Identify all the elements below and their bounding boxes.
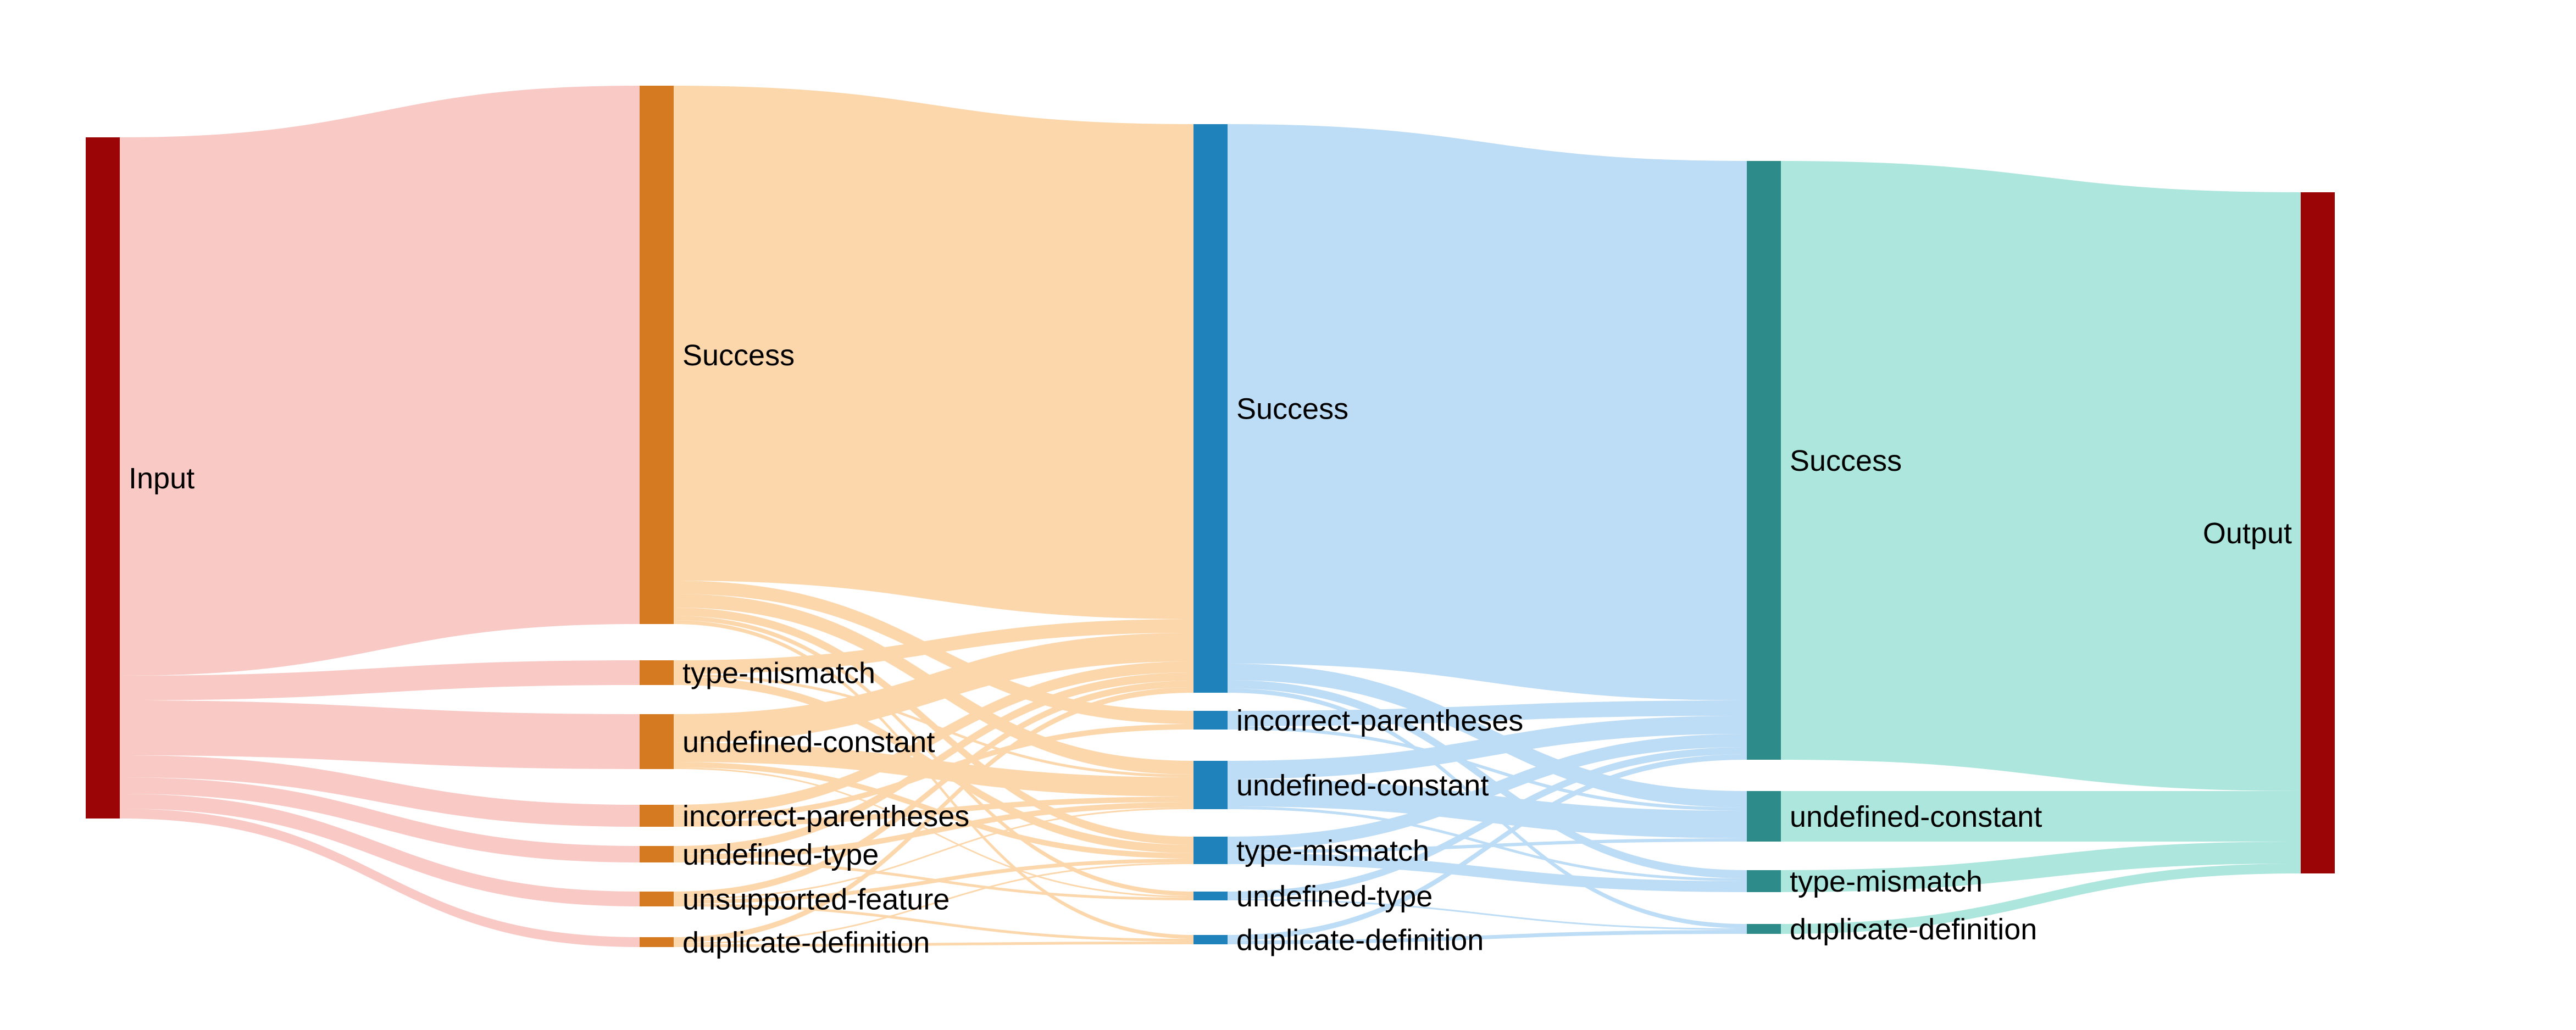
node-output[interactable] <box>2301 192 2335 873</box>
node-dd3[interactable] <box>1747 924 1781 934</box>
link-ip2-s3[interactable] <box>1228 700 1747 726</box>
link-s2-s3[interactable] <box>1228 124 1747 700</box>
node-label-ut1: undefined-type <box>682 838 879 871</box>
link-ip1-uc2[interactable] <box>674 797 1193 827</box>
node-dd2[interactable] <box>1193 935 1228 944</box>
link-input-s1[interactable] <box>120 86 640 676</box>
sankey-links <box>120 86 2301 947</box>
node-s3[interactable] <box>1747 161 1781 760</box>
node-label-tm2: type-mismatch <box>1236 834 1429 867</box>
node-label-s2: Success <box>1236 392 1348 425</box>
link-tm2-uc3[interactable] <box>1228 838 1747 853</box>
node-s2[interactable] <box>1193 124 1228 693</box>
node-uc2[interactable] <box>1193 761 1228 809</box>
node-label-uc2: undefined-constant <box>1236 769 1489 802</box>
node-label-s3: Success <box>1790 444 1902 477</box>
node-input[interactable] <box>86 137 120 819</box>
node-label-dd1: duplicate-definition <box>682 926 930 959</box>
link-s2-uc3[interactable] <box>1228 664 1747 808</box>
node-label-dd3: duplicate-definition <box>1790 913 2037 946</box>
node-ut2[interactable] <box>1193 892 1228 900</box>
link-tm2-s3[interactable] <box>1228 734 1747 850</box>
link-tm2-tm3[interactable] <box>1228 853 1747 892</box>
link-s2-tm3[interactable] <box>1228 680 1747 878</box>
link-ut1-uc2[interactable] <box>674 802 1193 860</box>
node-uf1[interactable] <box>640 892 674 906</box>
link-s1-s2[interactable] <box>674 86 1193 619</box>
link-s1-ip2[interactable] <box>674 581 1193 724</box>
node-uc3[interactable] <box>1747 791 1781 842</box>
node-ut1[interactable] <box>640 846 674 862</box>
node-label-uc1: undefined-constant <box>682 726 935 759</box>
link-uc1-uc2[interactable] <box>674 743 1193 797</box>
link-dd2-dd3[interactable] <box>1228 930 1747 944</box>
node-tm3[interactable] <box>1747 870 1781 892</box>
link-input-uc1[interactable] <box>120 700 640 769</box>
link-ut1-s2[interactable] <box>674 672 1193 854</box>
link-ip1-s2[interactable] <box>674 661 1193 816</box>
link-input-dd1[interactable] <box>120 809 640 947</box>
link-input-ut1[interactable] <box>120 777 640 862</box>
link-s1-uc2[interactable] <box>674 594 1193 775</box>
node-uc1[interactable] <box>640 714 674 769</box>
link-ip1-ip2[interactable] <box>674 724 1193 821</box>
link-s3-output[interactable] <box>1781 161 2301 791</box>
node-label-ip2: incorrect-parentheses <box>1236 704 1523 737</box>
node-label-dd2: duplicate-definition <box>1236 923 1484 956</box>
node-dd1[interactable] <box>640 937 674 947</box>
link-dd3-output[interactable] <box>1781 864 2301 934</box>
node-label-input: Input <box>129 462 195 495</box>
link-input-tm1[interactable] <box>120 660 640 700</box>
link-input-uf1[interactable] <box>120 794 640 906</box>
link-uf1-uc2[interactable] <box>674 808 1193 900</box>
link-dd1-dd2[interactable] <box>674 942 1193 947</box>
link-input-ip1[interactable] <box>120 755 640 827</box>
node-ip2[interactable] <box>1193 711 1228 730</box>
link-s2-dd3[interactable] <box>1228 688 1747 928</box>
node-label-ip1: incorrect-parentheses <box>682 800 969 833</box>
sankey-nodes <box>86 86 2335 947</box>
node-label-tm3: type-mismatch <box>1790 865 1983 898</box>
link-tm3-output[interactable] <box>1781 842 2301 892</box>
link-ut2-dd3[interactable] <box>1228 899 1747 930</box>
link-uf1-dd2[interactable] <box>674 904 1193 942</box>
link-s1-dd2[interactable] <box>674 620 1193 939</box>
link-uc3-output[interactable] <box>1781 791 2301 842</box>
node-label-output: Output <box>2203 517 2292 550</box>
node-label-uc3: undefined-constant <box>1790 800 2042 833</box>
link-uf1-s2[interactable] <box>674 681 1193 898</box>
node-tm1[interactable] <box>640 660 674 685</box>
link-uc2-s3[interactable] <box>1228 716 1747 779</box>
node-label-ut2: undefined-type <box>1236 880 1433 913</box>
link-uc2-tm3[interactable] <box>1228 806 1747 881</box>
sankey-labels: Input Success type-mismatch undefined-const… <box>129 339 2292 959</box>
node-s1[interactable] <box>640 86 674 624</box>
link-uc1-ut2[interactable] <box>674 767 1193 898</box>
link-ut2-s3[interactable] <box>1228 747 1747 899</box>
link-dd1-s2[interactable] <box>674 687 1193 943</box>
node-label-uf1: unsupported-feature <box>682 883 950 916</box>
link-tm1-uc2[interactable] <box>674 674 1193 777</box>
node-ip1[interactable] <box>640 805 674 827</box>
link-ip2-uc3[interactable] <box>1228 726 1747 811</box>
link-ut1-ut2[interactable] <box>674 860 1193 900</box>
link-dd1-tm2[interactable] <box>674 862 1193 944</box>
node-label-tm1: type-mismatch <box>682 656 875 689</box>
node-tm2[interactable] <box>1193 837 1228 864</box>
node-label-s1: Success <box>682 339 795 372</box>
link-s1-ut2[interactable] <box>674 616 1193 896</box>
